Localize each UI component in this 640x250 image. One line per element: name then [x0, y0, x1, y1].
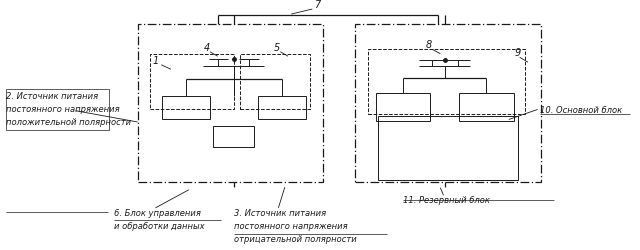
Text: 8: 8 [426, 40, 432, 50]
Bar [212, 126, 255, 148]
Text: 4: 4 [204, 42, 210, 52]
Bar [138, 25, 323, 182]
Bar [150, 55, 234, 110]
Bar [355, 25, 541, 182]
Bar [368, 50, 525, 115]
Text: 9: 9 [515, 48, 521, 58]
Bar [376, 94, 430, 121]
Text: 7: 7 [314, 0, 320, 10]
Text: 11. Резервный блок: 11. Резервный блок [403, 196, 490, 204]
Text: 2. Источник питания
постоянного напряжения
положительной полярности: 2. Источник питания постоянного напряжен… [6, 91, 132, 126]
Text: 6. Блок управления
и обработки данных: 6. Блок управления и обработки данных [114, 208, 205, 230]
Bar [161, 96, 210, 120]
Text: 5: 5 [274, 42, 280, 52]
Bar [240, 55, 310, 110]
Text: 10. Основной блок: 10. Основной блок [540, 106, 621, 114]
Bar [460, 94, 514, 121]
Bar [378, 116, 518, 180]
Text: 1: 1 [152, 56, 159, 66]
Text: 3. Источник питания
постоянного напряжения
отрицательной полярности: 3. Источник питания постоянного напряжен… [234, 208, 356, 243]
Bar [258, 96, 306, 120]
